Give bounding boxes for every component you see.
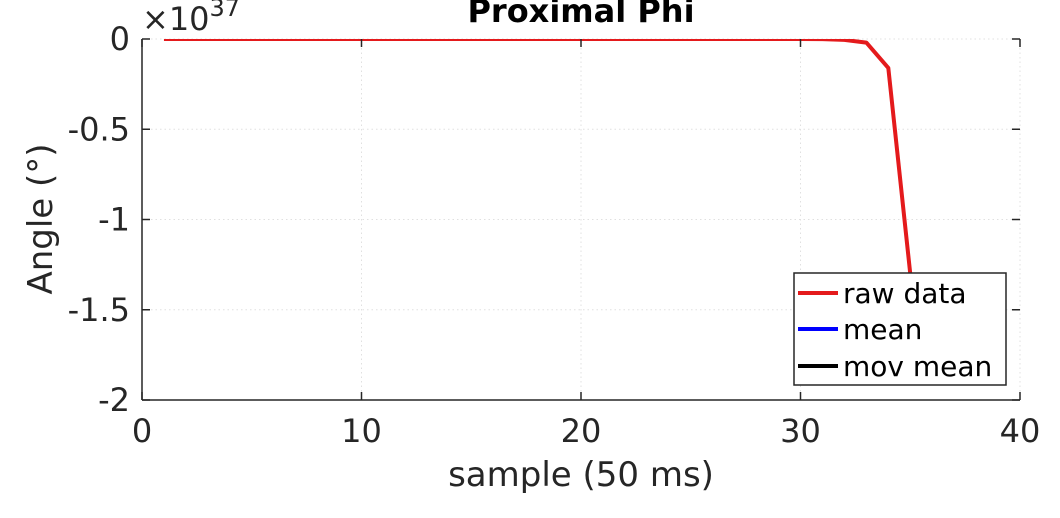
legend: raw data mean mov mean (793, 272, 1007, 386)
y-exponent: ×1037 (142, 0, 240, 38)
legend-label-mov-mean: mov mean (843, 350, 992, 383)
legend-label-raw-data: raw data (843, 277, 967, 310)
y-tick-label: -1.5 (68, 291, 130, 329)
x-tick-label: 40 (1000, 412, 1041, 450)
x-axis-label: sample (50 ms) (448, 455, 714, 495)
y-axis-label: Angle (°) (21, 143, 61, 294)
y-exponent-power: 37 (210, 0, 241, 22)
chart-title: Proximal Phi (467, 0, 694, 30)
y-tick-label: -1 (98, 201, 130, 239)
x-tick-label: 30 (780, 412, 821, 450)
legend-label-mean: mean (843, 313, 922, 346)
x-tick-label: 20 (561, 412, 602, 450)
y-tick-label: 0 (110, 20, 130, 58)
x-tick-label: 0 (132, 412, 152, 450)
y-tick-label: -0.5 (68, 110, 130, 148)
y-tick-label: -2 (98, 381, 130, 419)
axes: 0 10 20 30 40 0 -0.5 -1 -1.5 -2 (68, 20, 1041, 450)
y-exponent-base: ×10 (142, 0, 210, 38)
x-tick-label: 10 (341, 412, 382, 450)
